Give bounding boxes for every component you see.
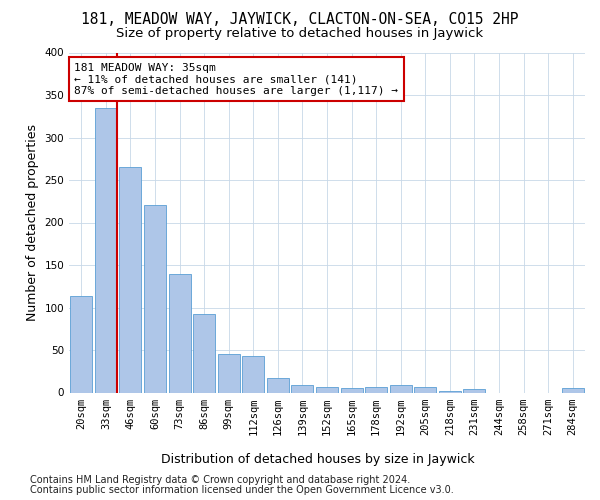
Text: 181 MEADOW WAY: 35sqm
← 11% of detached houses are smaller (141)
87% of semi-det: 181 MEADOW WAY: 35sqm ← 11% of detached … [74, 62, 398, 96]
Y-axis label: Number of detached properties: Number of detached properties [26, 124, 39, 321]
Bar [389, 385, 412, 392]
Bar [70, 296, 92, 392]
Bar [242, 356, 265, 393]
Text: Contains public sector information licensed under the Open Government Licence v3: Contains public sector information licen… [30, 485, 454, 495]
Bar [193, 314, 215, 392]
Bar [316, 386, 338, 392]
Bar [169, 274, 191, 392]
Bar [267, 378, 289, 392]
Text: Contains HM Land Registry data © Crown copyright and database right 2024.: Contains HM Land Registry data © Crown c… [30, 475, 410, 485]
Bar [414, 388, 436, 392]
Text: Size of property relative to detached houses in Jaywick: Size of property relative to detached ho… [116, 28, 484, 40]
Bar [439, 391, 461, 392]
Bar [119, 167, 142, 392]
Bar [562, 388, 584, 392]
Bar [218, 354, 240, 393]
Text: Distribution of detached houses by size in Jaywick: Distribution of detached houses by size … [161, 452, 475, 466]
Bar [341, 388, 362, 392]
Bar [292, 385, 313, 392]
Text: 181, MEADOW WAY, JAYWICK, CLACTON-ON-SEA, CO15 2HP: 181, MEADOW WAY, JAYWICK, CLACTON-ON-SEA… [81, 12, 519, 28]
Bar [463, 389, 485, 392]
Bar [95, 108, 117, 393]
Bar [365, 388, 387, 392]
Bar [144, 204, 166, 392]
